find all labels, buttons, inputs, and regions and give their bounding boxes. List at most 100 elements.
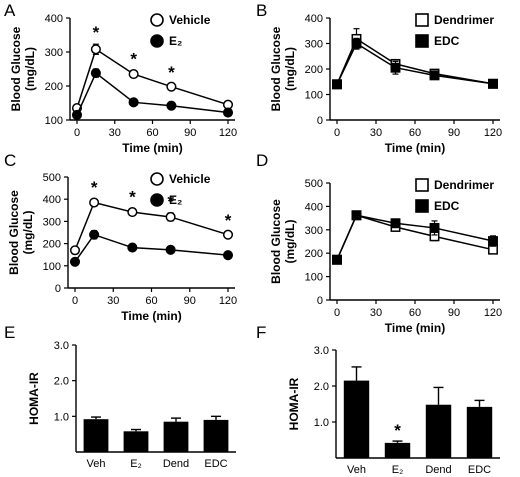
bar: [123, 431, 149, 452]
y-axis-title: Blood Glucose(mg/dL): [7, 190, 35, 275]
x-tick-label: Veh: [87, 458, 106, 470]
series-line-0: [76, 48, 229, 109]
x-tick-label: Dend: [163, 458, 189, 470]
x-tick-label: 90: [184, 295, 196, 307]
data-point: [165, 244, 176, 255]
bar: [343, 380, 370, 458]
x-tick-label: EDC: [468, 464, 491, 476]
legend-label: Vehicle: [169, 13, 211, 27]
y-axis-title: HOMA-IR: [27, 372, 41, 425]
panel-d: D 0 100 200 300 400 500 Blood Glucose(mg/dL) 0 30…: [256, 151, 502, 335]
x-tick-label: 60: [145, 295, 157, 307]
series-line-1: [336, 214, 494, 261]
x-axis-title: Time (min): [122, 141, 182, 155]
legend-label: EDC: [434, 199, 460, 213]
y-tick-label: 2.0: [54, 376, 69, 388]
significance-star: *: [394, 421, 401, 440]
y-tick-label: 400: [43, 194, 61, 206]
x-axis-title: Time (min): [385, 141, 445, 155]
y-tick-label: 0: [317, 295, 323, 307]
legend-marker: [150, 13, 164, 27]
x-tick-label: 0: [334, 307, 340, 319]
panel-a: A 100 200 300 400 Blood Glucose(mg/dL) 0 30 60 90…: [4, 1, 237, 155]
panel-label: B: [256, 1, 267, 20]
legend-label: E₂: [169, 193, 182, 207]
y-tick-label: 1.0: [314, 417, 329, 429]
data-point: [128, 69, 139, 80]
y-tick-label: 200: [45, 81, 63, 93]
data-point: [222, 250, 234, 261]
x-tick-label: 120: [484, 307, 502, 319]
y-tick-label: 300: [45, 47, 63, 59]
data-point: [332, 79, 342, 90]
significance-star: *: [167, 192, 174, 211]
panel-f: F 1.0 2.0 3.0 HOMA-IR Veh E₂ * Dend EDC: [256, 323, 500, 476]
data-point: [222, 229, 234, 240]
series-line-0: [336, 214, 494, 261]
x-tick-label: 120: [219, 127, 237, 139]
panel-label: C: [4, 151, 16, 170]
legend-label: Dendrimer: [434, 13, 494, 27]
data-point: [71, 109, 83, 120]
y-tick-label: 0: [317, 115, 323, 127]
y-tick-label: 1.0: [54, 411, 69, 423]
x-tick-label: 60: [146, 127, 158, 139]
x-tick-label: 0: [74, 127, 80, 139]
panel-label: A: [4, 1, 16, 20]
y-tick-label: 300: [43, 216, 61, 228]
panel-label: F: [256, 323, 266, 342]
x-tick-label: Veh: [347, 464, 366, 476]
y-tick-label: 500: [43, 172, 61, 184]
y-tick-label: 400: [305, 201, 323, 213]
y-tick-label: 100: [43, 261, 61, 273]
legend-marker: [415, 199, 429, 213]
y-tick-label: 3.0: [54, 340, 69, 352]
legend-marker: [415, 178, 429, 192]
bar: [203, 419, 229, 452]
data-point: [166, 100, 177, 111]
legend-label: Vehicle: [169, 172, 211, 186]
x-tick-label: 120: [219, 295, 237, 307]
bar: [425, 404, 452, 458]
x-tick-label: EDC: [204, 458, 227, 470]
x-tick-label: 60: [409, 127, 421, 139]
y-tick-label: 200: [43, 239, 61, 251]
series-line-1: [336, 42, 494, 85]
series-line-0: [74, 201, 229, 251]
x-tick-label: Dend: [425, 464, 451, 476]
legend-label: EDC: [434, 34, 460, 48]
y-axis-title: Blood Glucose(mg/dL): [269, 26, 297, 111]
data-point: [166, 81, 177, 92]
legend-marker: [150, 193, 164, 207]
y-tick-label: 400: [305, 13, 323, 25]
data-point: [69, 245, 81, 256]
data-point: [429, 222, 440, 233]
significance-star: *: [130, 50, 137, 69]
significance-star: *: [129, 188, 136, 207]
x-tick-label: 0: [334, 127, 340, 139]
panel-label: D: [256, 151, 268, 170]
data-point: [128, 97, 139, 108]
x-tick-label: 30: [107, 295, 119, 307]
x-tick-label: E₂: [130, 458, 142, 470]
y-tick-label: 2.0: [314, 381, 329, 393]
x-tick-label: E₂: [392, 464, 404, 476]
y-tick-label: 400: [45, 13, 63, 25]
y-tick-label: 300: [305, 39, 323, 51]
panel-e: E 1.0 2.0 3.0 HOMA-IR Veh E₂ Dend EDC: [4, 323, 236, 470]
data-point: [69, 256, 81, 267]
x-tick-label: 30: [109, 127, 121, 139]
data-point: [89, 197, 100, 208]
y-tick-label: 100: [305, 90, 323, 102]
data-point: [90, 68, 101, 79]
y-axis-title: Blood Glucose(mg/dL): [9, 26, 37, 111]
x-tick-label: 120: [484, 127, 502, 139]
x-tick-label: 30: [370, 307, 382, 319]
data-point: [429, 70, 440, 81]
data-point: [165, 211, 176, 223]
legend-label: E₂: [169, 34, 182, 48]
y-tick-label: 300: [305, 225, 323, 237]
x-tick-label: 60: [409, 307, 421, 319]
data-point: [390, 62, 401, 73]
